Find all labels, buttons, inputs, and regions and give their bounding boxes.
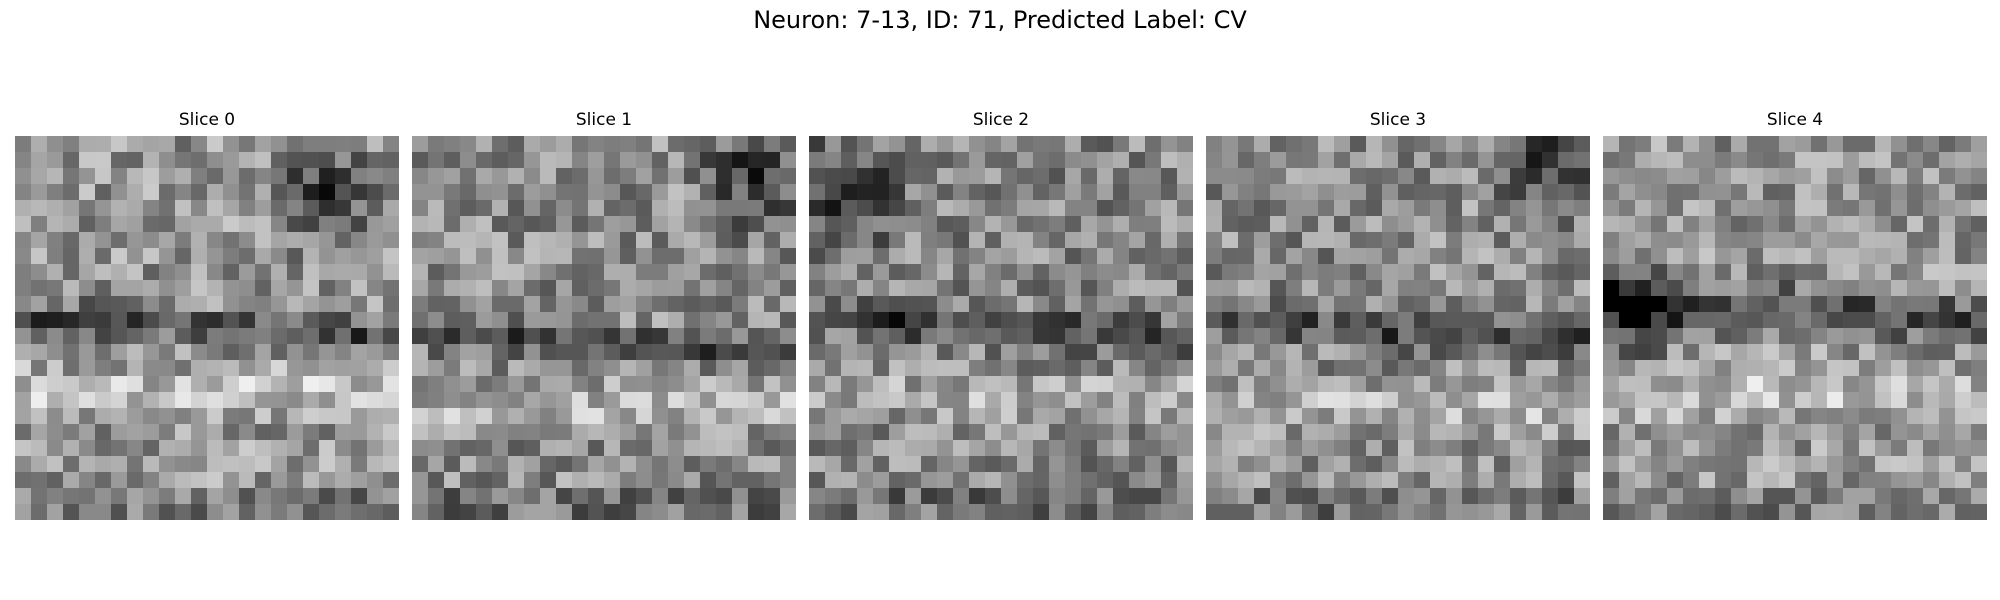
slice-panel-0: Slice 0 <box>15 108 399 520</box>
slice-image <box>809 136 1193 520</box>
slice-image <box>1206 136 1590 520</box>
figure-title: Neuron: 7-13, ID: 71, Predicted Label: C… <box>753 6 1247 34</box>
slice-image <box>412 136 796 520</box>
slice-title: Slice 0 <box>178 110 236 130</box>
slice-image <box>15 136 399 520</box>
slice-title: Slice 1 <box>575 110 633 130</box>
slice-image <box>1603 136 1987 520</box>
slice-title: Slice 4 <box>1766 110 1824 130</box>
slice-panel-1: Slice 1 <box>412 108 796 520</box>
slice-panel-4: Slice 4 <box>1603 108 1987 520</box>
slice-panel-3: Slice 3 <box>1206 108 1590 520</box>
slice-title: Slice 3 <box>1369 110 1427 130</box>
slice-title: Slice 2 <box>972 110 1030 130</box>
slice-panel-2: Slice 2 <box>809 108 1193 520</box>
